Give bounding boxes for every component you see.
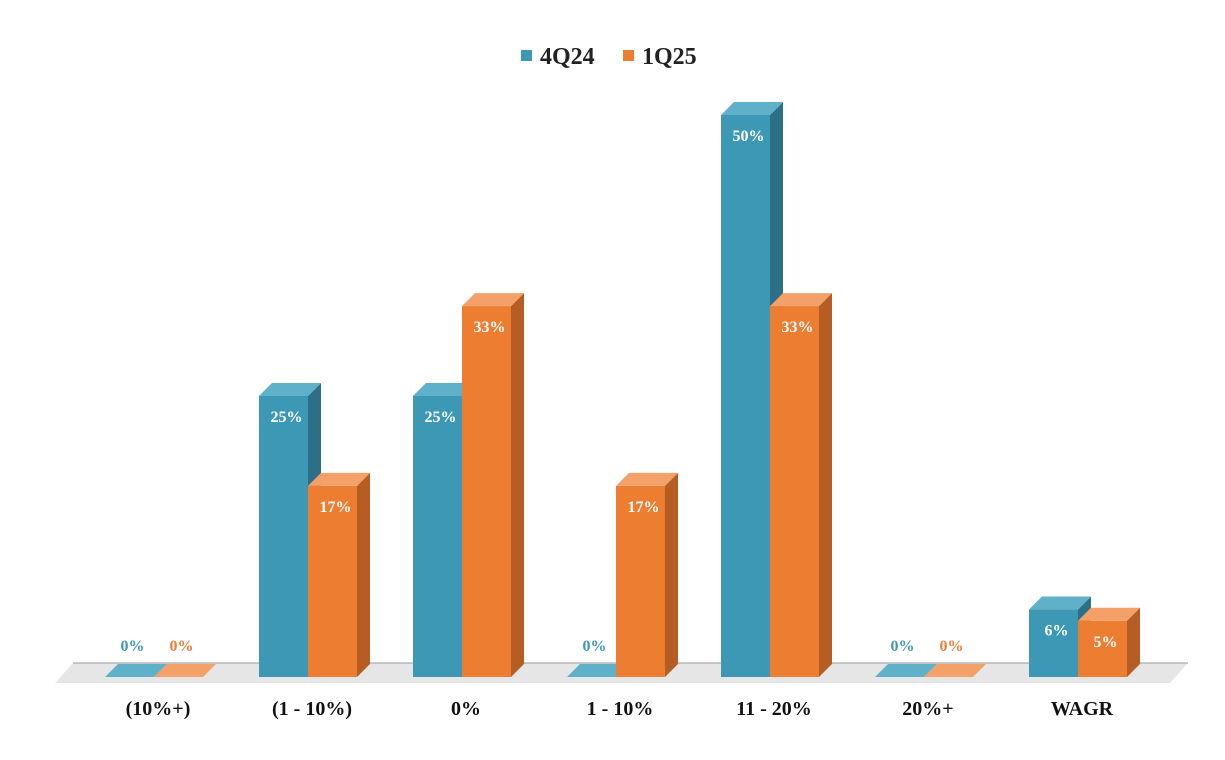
bar-front [721,115,770,677]
bar-1q25-0 [154,664,216,677]
data-label-4q24-4: 50% [733,128,765,145]
bar-top [154,664,216,677]
bar-front [462,306,511,677]
data-label-1q25-1: 17% [320,499,352,516]
bar-group: 0% 0% 25% 17% 25% 33% 0% 17% 50% 33% 0% 0% 6% 5% [105,102,1140,677]
bar-top [721,102,783,115]
bar-top [1029,596,1091,610]
bar-top [924,664,986,677]
bar-front [413,396,462,677]
bar-1q25-3 [616,472,678,677]
bar-top [105,664,167,677]
x-tick-label: 1 - 10% [587,698,654,720]
data-label-4q24-3: 0% [583,638,607,655]
data-label-1q25-5: 0% [940,638,964,655]
bar-front [616,485,665,677]
bar-side [665,472,678,677]
x-tick-label: (10%+) [126,698,191,720]
x-tick-label: (1 - 10%) [272,698,352,720]
bar-top [770,293,832,307]
bar-front [308,485,357,677]
bar-top [875,664,937,677]
bar-1q25-5 [924,664,986,677]
bar-1q25-2 [462,293,524,677]
x-tick-label: 0% [451,698,481,720]
bar-4q24-5 [875,664,937,677]
bar-4q24-0 [105,664,167,677]
legend: 4Q24 1Q25 [521,44,697,70]
data-label-1q25-0: 0% [170,638,194,655]
bar-top [259,383,321,396]
data-label-4q24-0: 0% [121,638,145,655]
category-axis: (10%+) (1 - 10%) 0% 1 - 10% 11 - 20% 20%+ WAGR [126,698,1114,720]
bar-top [308,472,370,486]
data-label-4q24-5: 0% [891,638,915,655]
legend-label-1q25: 1Q25 [642,44,697,70]
bar-top [462,293,524,307]
bar-front [770,306,819,677]
bar-side [511,293,524,677]
bar-top [616,472,678,486]
legend-swatch-4q24 [521,50,532,61]
data-label-1q25-2: 33% [474,319,506,336]
bar-top [1078,607,1140,621]
bar-top [567,664,629,677]
data-label-1q25-4: 33% [782,319,814,336]
bar-1q25-4 [770,293,832,677]
data-label-4q24-1: 25% [271,409,303,426]
bar-4q24-3 [567,664,629,677]
data-label-4q24-2: 25% [425,409,457,426]
bar-front [259,396,308,677]
bar-side [357,472,370,677]
bar-1q25-6 [1078,607,1140,677]
bar-front [1029,609,1078,677]
x-tick-label: WAGR [1051,698,1114,720]
bar-front [1078,620,1127,677]
bar-side [1127,607,1140,677]
legend-label-4q24: 4Q24 [540,44,595,70]
bar-top [413,383,475,396]
data-label-1q25-6: 5% [1094,634,1118,651]
bar-side [819,293,832,677]
data-label-1q25-3: 17% [628,499,660,516]
x-tick-label: 20%+ [902,698,953,720]
bar-1q25-1 [308,472,370,677]
x-tick-label: 11 - 20% [736,698,812,720]
data-label-4q24-6: 6% [1045,623,1069,640]
legend-swatch-1q25 [623,50,634,61]
